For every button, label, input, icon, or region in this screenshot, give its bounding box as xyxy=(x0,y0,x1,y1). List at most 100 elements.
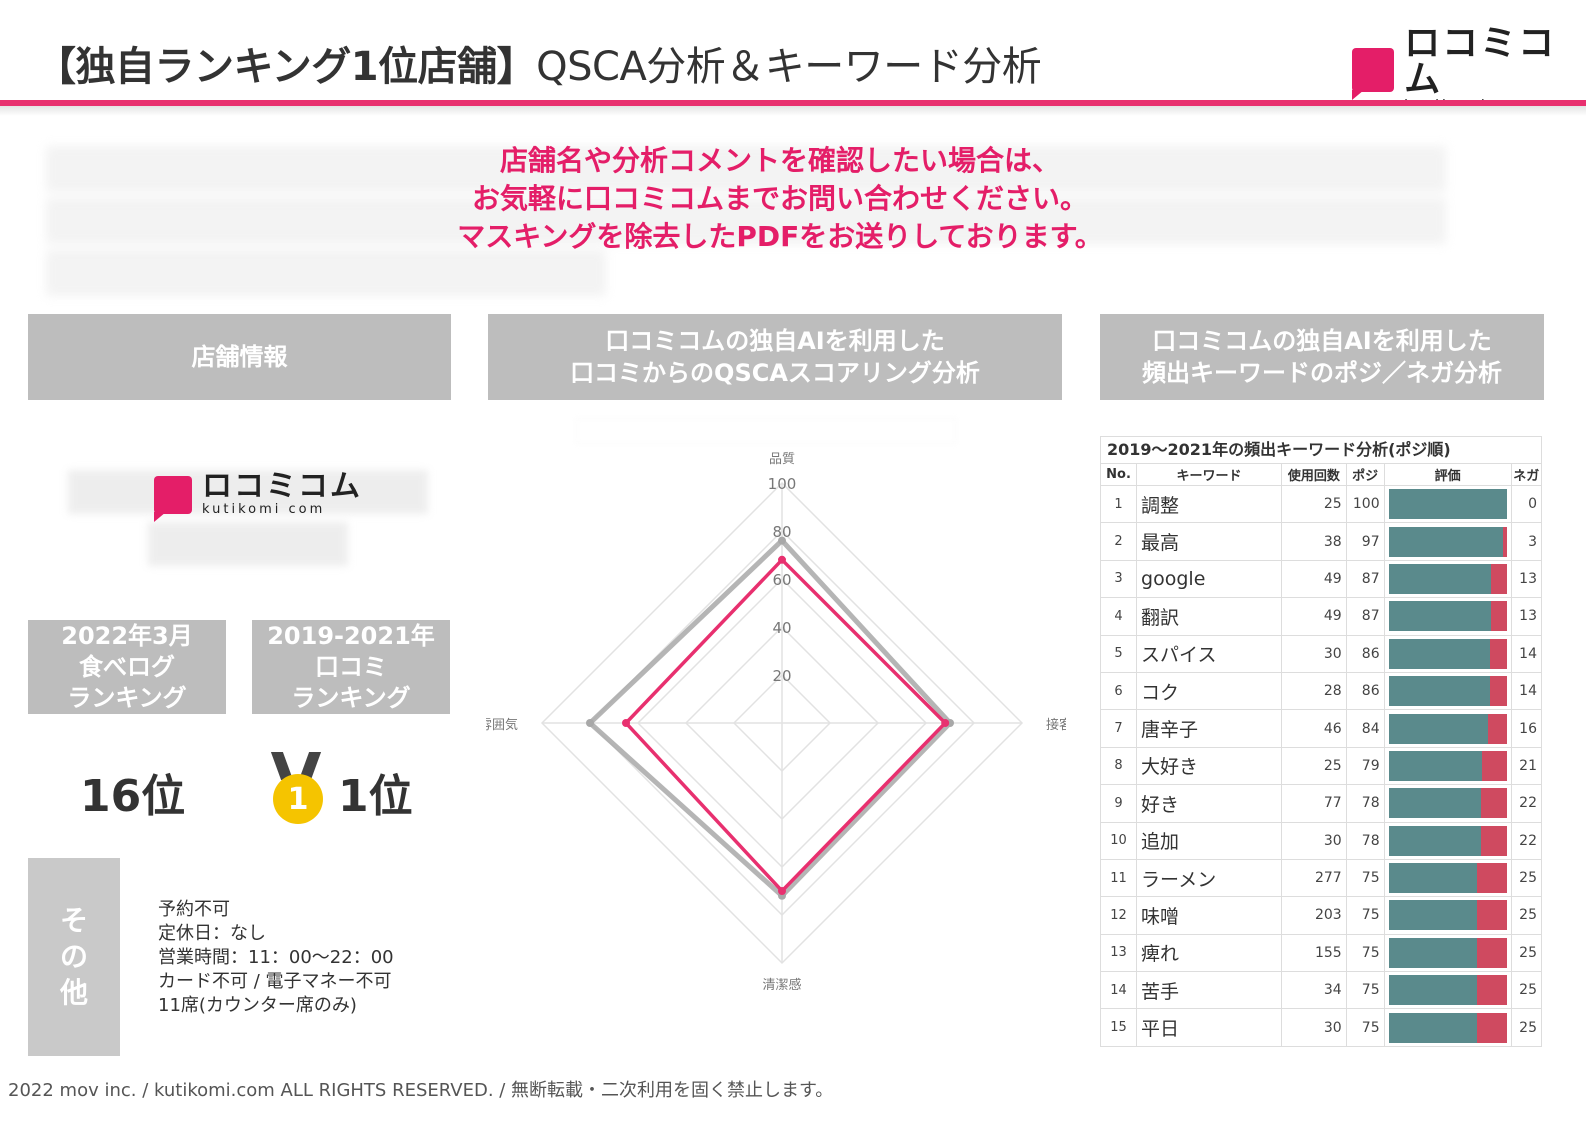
keyword-rating-bar xyxy=(1384,709,1512,748)
notice-line-1: 店舗名や分析コメントを確認したい場合は、 xyxy=(499,144,1060,177)
store-info-header: 店舗情報 xyxy=(28,314,451,400)
keyword-header-line-1: 口コミコムの独自AIを利用した xyxy=(1152,327,1492,355)
keyword-no: 1 xyxy=(1101,484,1138,523)
radar-series-line xyxy=(624,558,947,893)
keyword-rating-bar xyxy=(1384,559,1512,598)
keyword-rating-bar xyxy=(1384,484,1512,523)
speech-bubble-icon xyxy=(154,475,192,522)
keyword-no: 2 xyxy=(1101,522,1138,561)
radar-series-point xyxy=(778,536,786,545)
rating-bar-positive xyxy=(1388,489,1507,520)
rating-bar-negative xyxy=(1388,638,1507,669)
rating-bar-positive xyxy=(1388,937,1478,968)
rating-bar-negative xyxy=(1388,788,1507,819)
kuchikomi-label-line-2: 口コミ xyxy=(315,652,387,681)
keyword-count: 34 xyxy=(1281,971,1347,1009)
keyword-negative: 0 xyxy=(1511,484,1541,523)
radar-axis-label: 雰囲気 xyxy=(486,717,518,733)
keyword-row: 6 コク 28 86 14 xyxy=(1101,671,1541,710)
radar-series-point xyxy=(778,887,786,895)
keyword-word: 痺れ xyxy=(1136,933,1282,972)
keyword-count: 30 xyxy=(1281,634,1347,673)
logo-text-jp: ロコミコム xyxy=(1404,23,1557,100)
keyword-row: 14 苦手 34 75 25 xyxy=(1101,971,1541,1009)
keyword-count: 49 xyxy=(1281,559,1347,598)
qsca-header-line-1: 口コミコムの独自AIを利用した xyxy=(605,327,945,355)
radar-series-point xyxy=(941,719,950,727)
keyword-rating-bar xyxy=(1384,821,1512,860)
rating-bar-negative xyxy=(1388,526,1507,557)
store-logo: ロコミコム kutikomi com xyxy=(154,469,362,522)
keyword-row: 5 スパイス 30 86 14 xyxy=(1101,634,1541,673)
medal-number: 1 xyxy=(273,774,323,824)
keyword-word: 唐辛子 xyxy=(1136,709,1282,748)
keyword-word: 追加 xyxy=(1136,821,1282,860)
keyword-count: 277 xyxy=(1281,858,1347,897)
keyword-positive: 75 xyxy=(1346,933,1385,972)
header-divider xyxy=(0,100,1586,106)
keyword-row: 3 google 49 87 13 xyxy=(1101,559,1541,598)
keyword-rating-bar xyxy=(1384,896,1512,935)
store-logo-text-en: kutikomi com xyxy=(202,502,326,517)
keyword-negative: 25 xyxy=(1511,858,1541,897)
keyword-no: 8 xyxy=(1101,746,1138,785)
keyword-word: google xyxy=(1136,559,1282,598)
keyword-positive: 84 xyxy=(1346,709,1385,748)
keyword-row: 2 最高 38 97 3 xyxy=(1101,522,1541,561)
store-logo-text-jp: ロコミコム xyxy=(202,469,362,504)
rating-bar-negative xyxy=(1388,713,1507,744)
keyword-word: 好き xyxy=(1136,784,1282,823)
keyword-count: 38 xyxy=(1281,522,1347,561)
keyword-word: 翻訳 xyxy=(1136,597,1282,636)
rating-bar-positive xyxy=(1388,863,1478,894)
keyword-row: 10 追加 30 78 22 xyxy=(1101,821,1541,860)
radar-series-point xyxy=(778,555,786,564)
notice-line-3: マスキングを除去したPDFをお送りしております。 xyxy=(457,220,1103,253)
radar-series-point xyxy=(586,719,594,727)
keyword-positive: 79 xyxy=(1346,746,1385,785)
keyword-rating-bar xyxy=(1384,971,1512,1009)
rating-bar-positive xyxy=(1388,676,1491,707)
other-info-line: 予約不可 xyxy=(158,899,230,920)
rating-bar-negative xyxy=(1388,1012,1507,1043)
keyword-rating-bar xyxy=(1384,597,1512,636)
keyword-rating-bar xyxy=(1384,746,1512,785)
radar-tick-label: 60 xyxy=(772,571,791,589)
keyword-positive: 87 xyxy=(1346,597,1385,636)
col-count: 使用回数 xyxy=(1281,463,1347,486)
keyword-rating-bar xyxy=(1384,671,1512,710)
tabelog-label-line-2: 食べログ xyxy=(79,652,175,681)
rating-bar-positive xyxy=(1388,713,1488,744)
keyword-negative: 14 xyxy=(1511,671,1541,710)
rating-bar-positive xyxy=(1388,638,1491,669)
col-rating: 評価 xyxy=(1384,463,1512,486)
keyword-word: 最高 xyxy=(1136,522,1282,561)
keyword-header: 口コミコムの独自AIを利用した 頻出キーワードのポジ／ネガ分析 xyxy=(1100,314,1544,400)
keyword-no: 4 xyxy=(1101,597,1138,636)
other-info-line: 11席(カウンター席のみ) xyxy=(158,995,357,1016)
keyword-negative: 13 xyxy=(1511,597,1541,636)
keyword-no: 9 xyxy=(1101,784,1138,823)
kuchikomi-ranking-label: 2019-2021年 口コミ ランキング xyxy=(252,620,450,714)
copyright-footer: 2022 mov inc. / kutikomi.com ALL RIGHTS … xyxy=(8,1080,834,1101)
keyword-no: 3 xyxy=(1101,559,1138,598)
keyword-positive: 75 xyxy=(1346,896,1385,935)
keyword-negative: 22 xyxy=(1511,784,1541,823)
radar-axis-label: 品質 xyxy=(769,452,795,467)
keyword-count: 77 xyxy=(1281,784,1347,823)
keyword-rating-bar xyxy=(1384,522,1512,561)
keyword-rating-bar xyxy=(1384,1008,1512,1047)
header-shadow xyxy=(0,106,1586,116)
keyword-row: 15 平日 30 75 25 xyxy=(1101,1008,1541,1047)
keyword-negative: 25 xyxy=(1511,1008,1541,1047)
radar-tick-label: 20 xyxy=(772,667,791,685)
keyword-positive: 75 xyxy=(1346,1008,1385,1047)
masked-store-name xyxy=(48,470,448,566)
keyword-negative: 25 xyxy=(1511,971,1541,1009)
other-label-char-1: そ xyxy=(59,904,88,937)
keyword-row: 8 大好き 25 79 21 xyxy=(1101,746,1541,785)
radar-series-line xyxy=(587,538,953,899)
keyword-no: 10 xyxy=(1101,821,1138,860)
keyword-word: 苦手 xyxy=(1136,971,1282,1009)
keyword-count: 49 xyxy=(1281,597,1347,636)
